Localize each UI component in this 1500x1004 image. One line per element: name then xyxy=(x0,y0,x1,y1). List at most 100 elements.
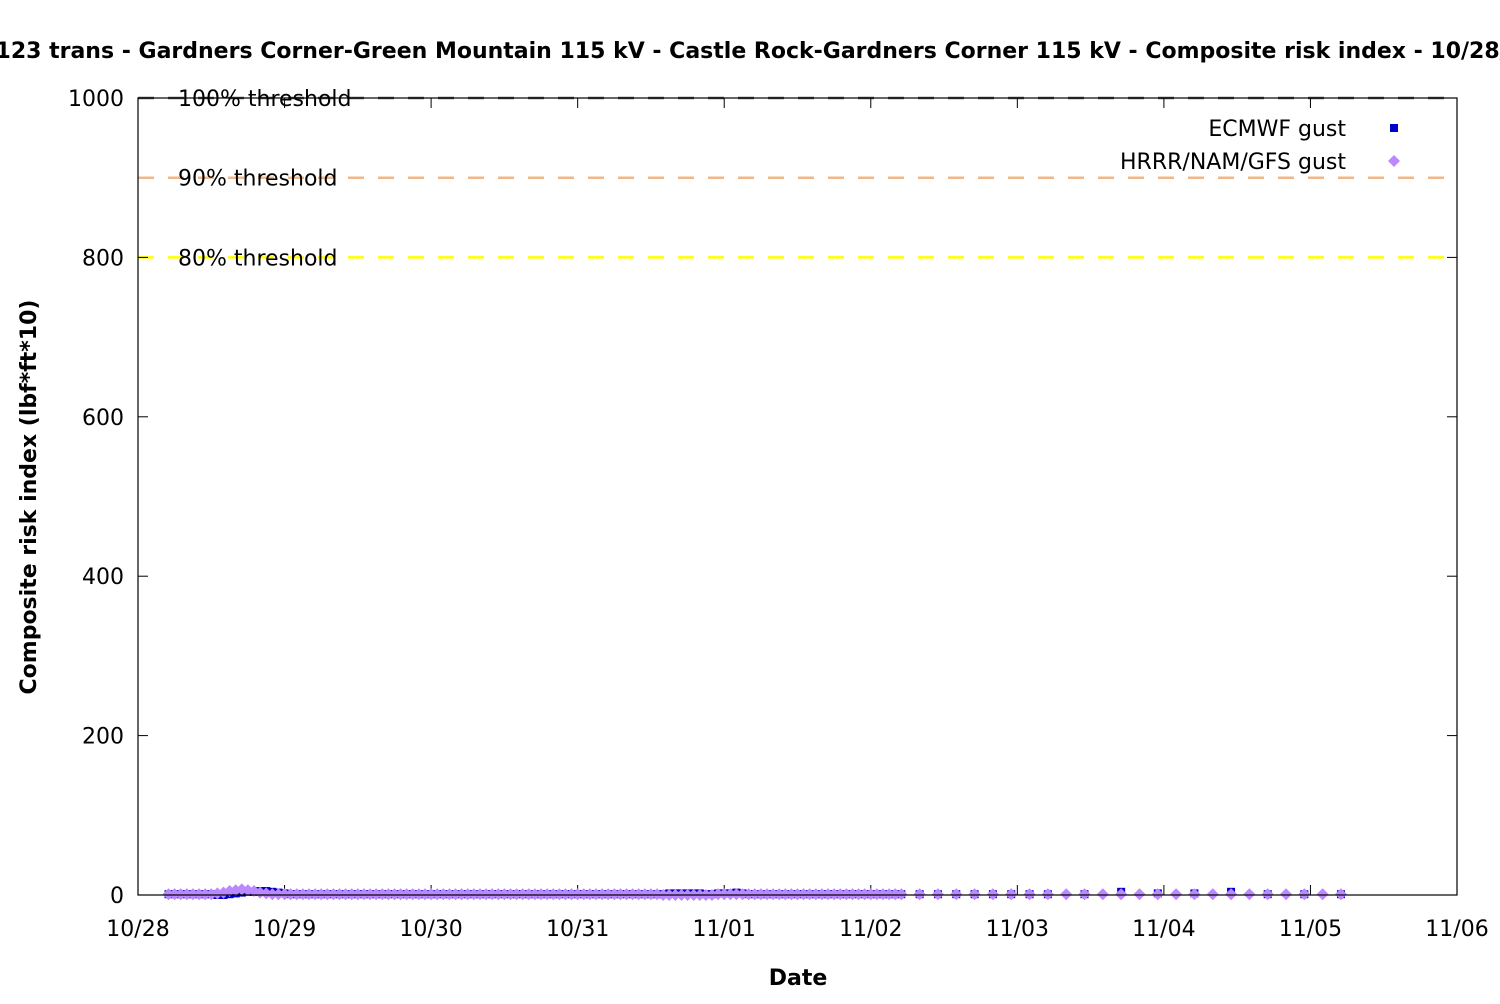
data-point-hrrr xyxy=(473,888,486,901)
data-point-hrrr xyxy=(541,888,554,901)
data-point-hrrr xyxy=(547,888,560,901)
x-tick-label: 10/30 xyxy=(399,917,462,942)
x-tick-label: 10/28 xyxy=(106,917,169,942)
data-point-hrrr xyxy=(278,888,291,901)
data-point-hrrr xyxy=(742,888,755,901)
data-point-hrrr xyxy=(1316,888,1329,901)
y-tick-label: 600 xyxy=(82,406,124,431)
data-point-hrrr xyxy=(864,888,877,901)
data-point-hrrr xyxy=(1151,888,1164,901)
data-point-hrrr xyxy=(486,888,499,901)
legend-marker xyxy=(1388,155,1400,167)
data-point-hrrr xyxy=(754,888,767,901)
data-point-hrrr xyxy=(589,888,602,901)
data-point-hrrr xyxy=(376,888,389,901)
data-point-hrrr xyxy=(1115,888,1128,901)
data-point-hrrr xyxy=(357,888,370,901)
data-point-hrrr xyxy=(822,888,835,901)
data-point-hrrr xyxy=(443,888,456,901)
data-point-hrrr xyxy=(315,888,328,901)
data-point-hrrr xyxy=(712,888,725,901)
data-point-hrrr xyxy=(760,888,773,901)
data-point-hrrr xyxy=(364,888,377,901)
data-point-hrrr xyxy=(614,888,627,901)
y-tick-label: 0 xyxy=(110,884,124,909)
data-point-hrrr xyxy=(406,888,419,901)
x-axis-label: Date xyxy=(769,966,828,991)
data-point-hrrr xyxy=(797,888,810,901)
data-point-hrrr xyxy=(870,888,883,901)
data-point-hrrr xyxy=(895,888,908,901)
data-point-hrrr xyxy=(931,888,944,901)
data-point-hrrr xyxy=(351,888,364,901)
data-point-hrrr xyxy=(449,888,462,901)
data-point-hrrr xyxy=(522,888,535,901)
data-point-hrrr xyxy=(321,888,334,901)
data-point-hrrr xyxy=(425,888,438,901)
x-tick-label: 11/02 xyxy=(839,917,902,942)
threshold-label: 100% threshold xyxy=(178,87,352,112)
data-point-hrrr xyxy=(174,888,187,901)
data-point-hrrr xyxy=(339,888,352,901)
data-point-hrrr xyxy=(889,888,902,901)
data-point-hrrr xyxy=(1280,888,1293,901)
y-tick-label: 1000 xyxy=(68,87,124,112)
data-point-hrrr xyxy=(809,888,822,901)
data-point-hrrr xyxy=(461,888,474,901)
legend-marker xyxy=(1390,124,1398,132)
data-point-hrrr xyxy=(565,888,578,901)
data-point-hrrr xyxy=(535,888,548,901)
x-tick-label: 11/05 xyxy=(1279,917,1342,942)
data-point-hrrr xyxy=(968,888,981,901)
chart-title: FID 123 trans - Gardners Corner-Green Mo… xyxy=(0,39,1500,64)
x-tick-label: 11/04 xyxy=(1132,917,1195,942)
data-point-hrrr xyxy=(571,888,584,901)
data-point-hrrr xyxy=(388,888,401,901)
x-tick-label: 11/06 xyxy=(1425,917,1488,942)
data-point-hrrr xyxy=(309,888,322,901)
data-point-hrrr xyxy=(382,888,395,901)
data-point-hrrr xyxy=(913,888,926,901)
data-point-hrrr xyxy=(510,888,523,901)
data-point-hrrr xyxy=(1206,888,1219,901)
data-point-hrrr xyxy=(858,888,871,901)
data-point-hrrr xyxy=(718,888,731,901)
data-point-hrrr xyxy=(553,888,566,901)
data-point-hrrr xyxy=(803,888,816,901)
data-point-hrrr xyxy=(620,888,633,901)
data-point-hrrr xyxy=(626,888,639,901)
threshold-label: 90% threshold xyxy=(178,167,338,192)
data-point-hrrr xyxy=(1261,888,1274,901)
data-point-hrrr xyxy=(302,888,315,901)
data-point-hrrr xyxy=(638,888,651,901)
data-point-hrrr xyxy=(467,888,480,901)
data-point-hrrr xyxy=(370,888,383,901)
data-point-hrrr xyxy=(199,888,212,901)
data-point-hrrr xyxy=(431,888,444,901)
x-tick-label: 11/03 xyxy=(986,917,1049,942)
data-point-hrrr xyxy=(559,888,572,901)
data-point-hrrr xyxy=(1078,888,1091,901)
data-point-hrrr xyxy=(596,888,609,901)
data-point-hrrr xyxy=(180,888,193,901)
data-point-hrrr xyxy=(528,888,541,901)
data-point-hrrr xyxy=(400,888,413,901)
data-point-hrrr xyxy=(498,888,511,901)
data-point-hrrr xyxy=(767,888,780,901)
data-point-hrrr xyxy=(785,888,798,901)
data-point-hrrr xyxy=(455,888,468,901)
data-point-hrrr xyxy=(779,888,792,901)
data-point-hrrr xyxy=(883,888,896,901)
data-point-hrrr xyxy=(394,888,407,901)
data-point-hrrr xyxy=(773,888,786,901)
data-point-hrrr xyxy=(1060,888,1073,901)
data-point-hrrr xyxy=(828,888,841,901)
data-point-hrrr xyxy=(1133,888,1146,901)
data-point-hrrr xyxy=(602,888,615,901)
data-point-hrrr xyxy=(724,888,737,901)
data-point-hrrr xyxy=(168,888,181,901)
data-point-hrrr xyxy=(1225,888,1238,901)
data-point-hrrr xyxy=(1005,888,1018,901)
data-point-hrrr xyxy=(608,888,621,901)
